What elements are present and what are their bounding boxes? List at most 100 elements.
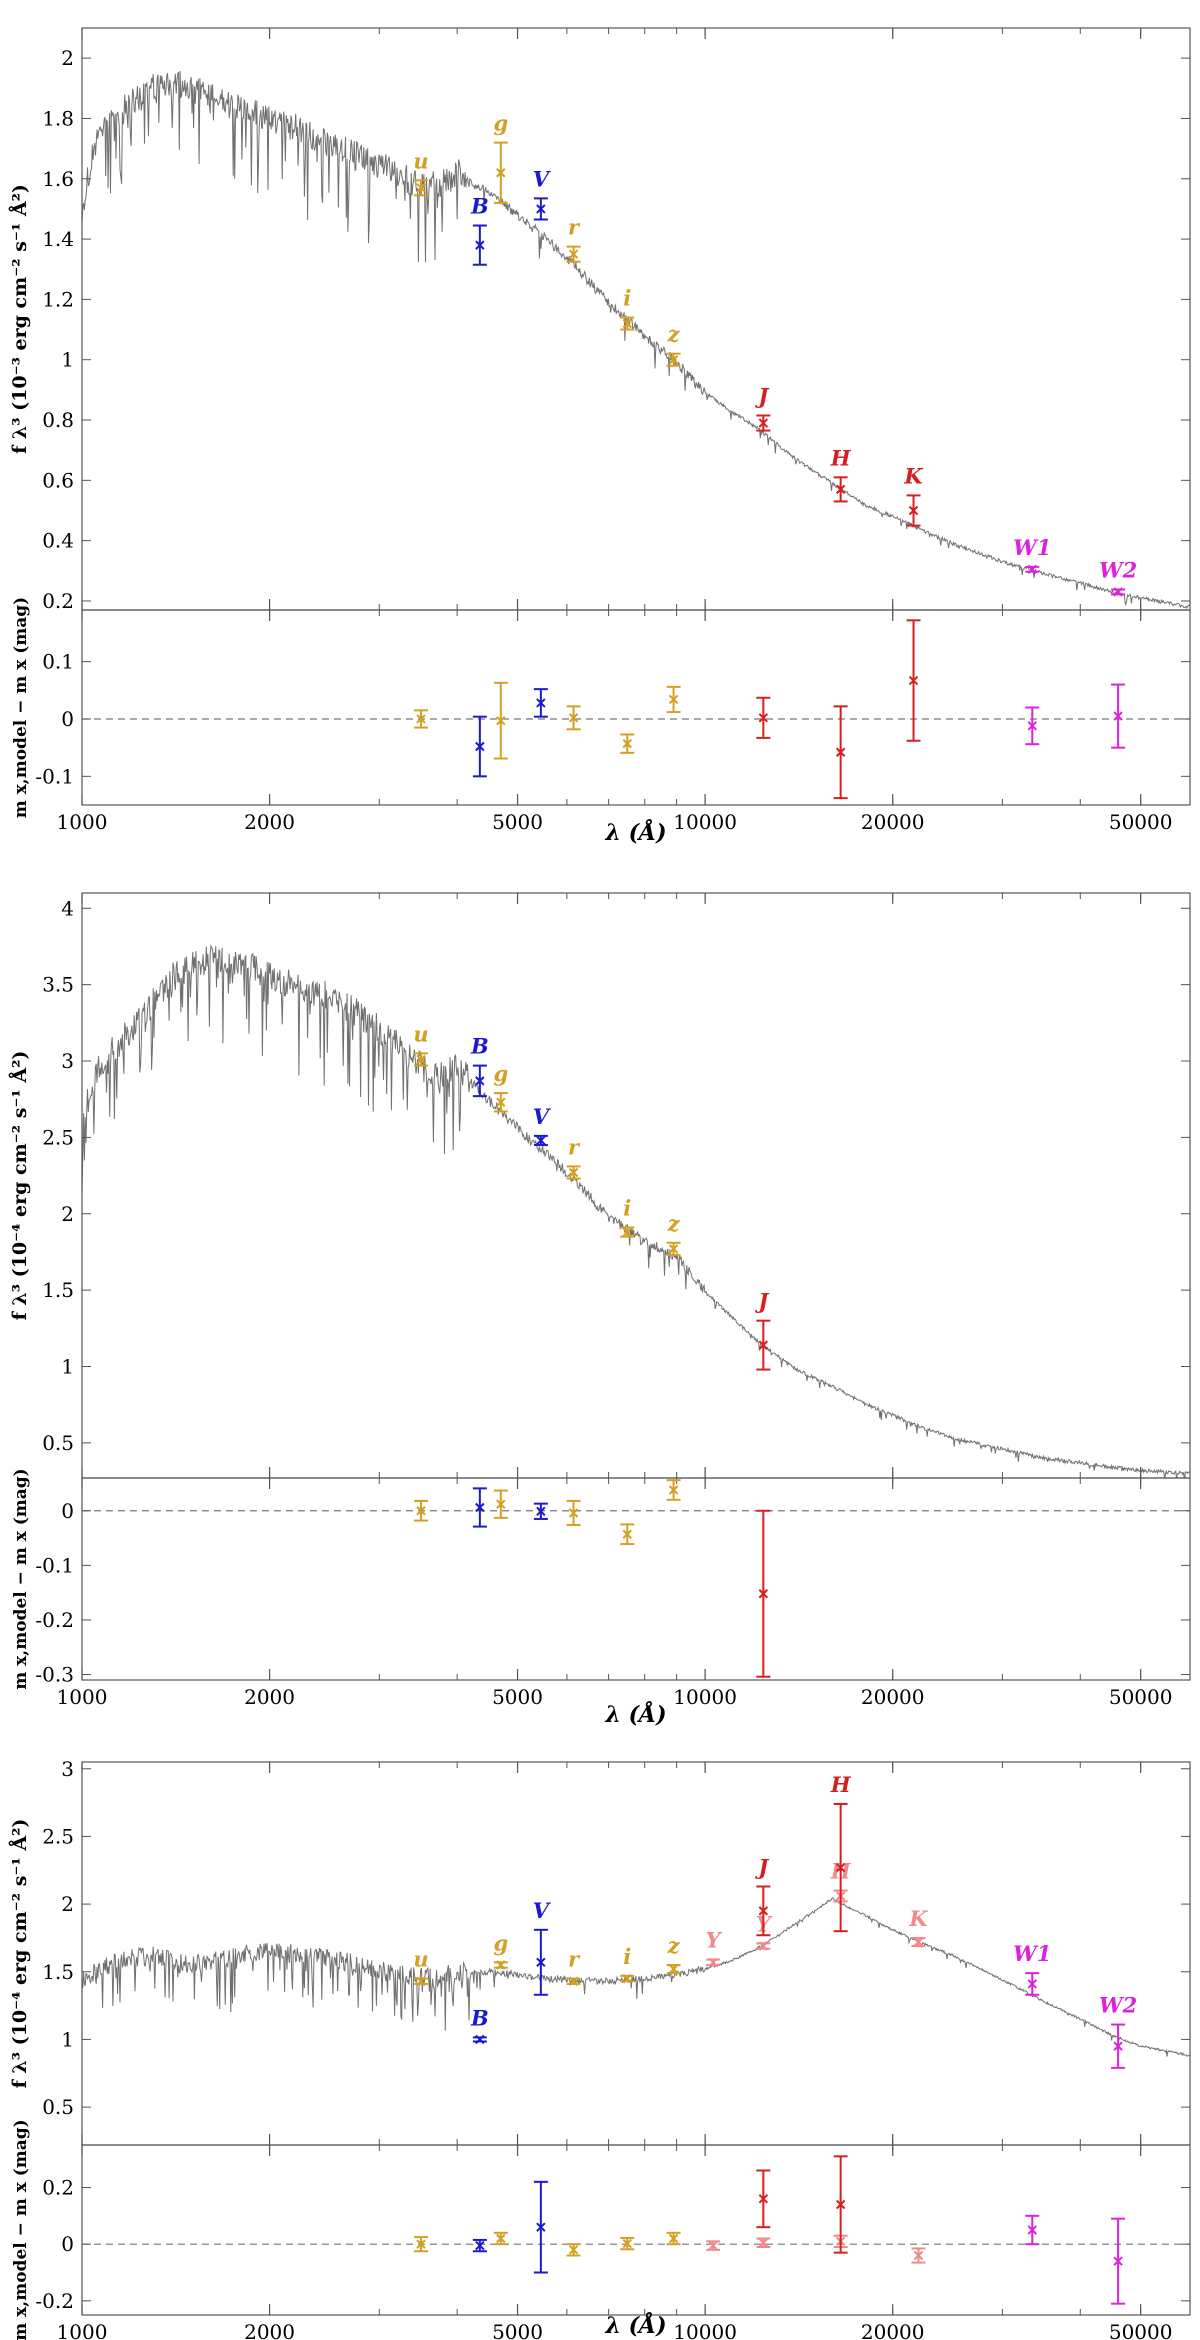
photometry-point-w1: W1 — [1013, 535, 1051, 746]
band-label: W2 — [1099, 557, 1137, 582]
photometry-point-w2: W2 — [1099, 557, 1137, 749]
band-label: Y — [706, 1928, 723, 1953]
resid-marker — [622, 2238, 632, 2249]
y-tick-label: 3.5 — [42, 973, 74, 997]
resid-y-tick-label: 0 — [61, 707, 74, 731]
photometry-point-z: z — [666, 1933, 681, 2246]
data-marker — [708, 1957, 718, 1968]
band-label: r — [568, 1134, 581, 1159]
data-marker — [758, 1340, 769, 1350]
data-marker — [536, 204, 546, 214]
resid-marker — [668, 1485, 679, 1495]
x-axis-label: λ (Å) — [605, 1701, 667, 1728]
resid-y-tick-label: 0 — [61, 2232, 74, 2256]
resid-marker — [496, 2233, 506, 2244]
data-marker — [668, 355, 679, 365]
band-label: B — [470, 1034, 489, 1059]
band-label: g — [493, 111, 508, 136]
resid-marker — [908, 675, 919, 686]
data-marker — [1027, 564, 1037, 574]
resid-y-axis-label: m x,model − m x (mag) — [11, 597, 31, 818]
resid-marker — [1113, 711, 1123, 721]
x-tick-label: 1000 — [57, 810, 108, 834]
x-tick-label: 5000 — [492, 810, 543, 834]
band-label: z — [667, 1933, 681, 1958]
band-label: i — [623, 1196, 631, 1221]
resid-marker — [416, 1506, 426, 1516]
data-marker — [1027, 1979, 1037, 1989]
band-label: W2 — [1099, 1993, 1137, 2018]
x-tick-label: 10000 — [673, 2320, 737, 2340]
resid-marker — [622, 1529, 632, 1539]
y-tick-label: 3 — [61, 1757, 74, 1781]
photometry-point-u: u — [413, 148, 429, 729]
band-label: K — [908, 1906, 928, 1931]
y-tick-label: 1.5 — [42, 1960, 74, 1984]
band-label: K — [903, 463, 923, 488]
photometry-point-i: i — [620, 285, 635, 754]
x-tick-label: 2000 — [244, 810, 295, 834]
residual-axes-frame — [81, 1477, 1191, 1681]
band-label: W1 — [1013, 1941, 1051, 1966]
y-tick-label: 4 — [61, 896, 74, 920]
panel-bottom: 0.5 1 1.5 2 2.5 3 -0.2 0 0.2 1000 2000 5000 10000 200… — [8, 1757, 1191, 2340]
resid-marker — [475, 741, 485, 752]
y-tick-label: 2 — [61, 1892, 74, 1916]
y-tick-label: 3 — [61, 1049, 74, 1073]
y-tick-label: 0.4 — [42, 529, 74, 553]
band-label: W1 — [1013, 535, 1051, 560]
resid-marker — [668, 694, 679, 705]
band-label: i — [623, 1944, 631, 1969]
data-marker — [568, 1167, 579, 1178]
y-tick-label: 0.2 — [42, 589, 74, 613]
y-tick-label: 0.5 — [42, 2095, 74, 2119]
resid-marker — [758, 2238, 769, 2248]
photometry-point-h: H — [830, 1772, 852, 2254]
resid-marker — [913, 2250, 924, 2261]
band-label: J — [754, 383, 770, 408]
resid-marker — [568, 713, 579, 723]
resid-marker — [475, 2240, 485, 2251]
y-tick-label: 1.8 — [42, 106, 74, 130]
y-tick-label: 1 — [61, 2027, 74, 2051]
photometry-point-g: g — [493, 1930, 508, 2246]
y-tick-label: 2.5 — [42, 1125, 74, 1149]
x-tick-label: 50000 — [1109, 810, 1173, 834]
photometry-point-u: u — [413, 1947, 429, 2253]
data-marker — [622, 1973, 632, 1984]
resid-y-tick-label: 0.1 — [42, 650, 74, 674]
data-marker — [496, 1960, 506, 1970]
resid-marker — [1027, 2225, 1037, 2235]
band-label: u — [413, 1947, 428, 1972]
y-tick-label: 0.5 — [42, 1431, 74, 1455]
band-label: u — [413, 148, 428, 173]
band-label: z — [667, 322, 681, 347]
photometry-point-z: z — [666, 322, 681, 714]
residual-axes-frame — [81, 609, 1191, 806]
data-marker — [668, 1244, 679, 1254]
resid-y-tick-label: -0.1 — [35, 764, 74, 788]
data-marker — [913, 1937, 924, 1947]
resid-marker — [536, 1506, 546, 1517]
x-tick-label: 10000 — [673, 1685, 737, 1709]
photometry-point-r: r — [566, 1134, 581, 1526]
resid-marker — [1027, 721, 1037, 731]
y-tick-label: 2.5 — [42, 1824, 74, 1848]
resid-marker — [568, 2245, 579, 2255]
data-marker — [835, 484, 846, 495]
model-spectrum — [82, 1897, 1190, 2057]
data-marker — [416, 1054, 426, 1065]
photometry-point-k: K — [908, 1906, 928, 2264]
data-marker — [668, 1964, 679, 1974]
photometry-point-b: B — [470, 194, 489, 778]
resid-y-tick-label: -0.2 — [35, 2289, 74, 2313]
model-spectrum — [82, 70, 1190, 610]
photometry-point-v: V — [533, 1104, 552, 1520]
band-label: B — [470, 194, 489, 219]
band-label: V — [533, 1898, 552, 1923]
data-marker — [496, 1097, 506, 1107]
y-axis-label: f λ³ (10⁻⁴ erg cm⁻² s⁻¹ Å²) — [8, 1051, 31, 1321]
photometry-point-v: V — [533, 166, 552, 718]
model-spectrum — [82, 944, 1190, 1478]
y-tick-label: 1 — [61, 348, 74, 372]
